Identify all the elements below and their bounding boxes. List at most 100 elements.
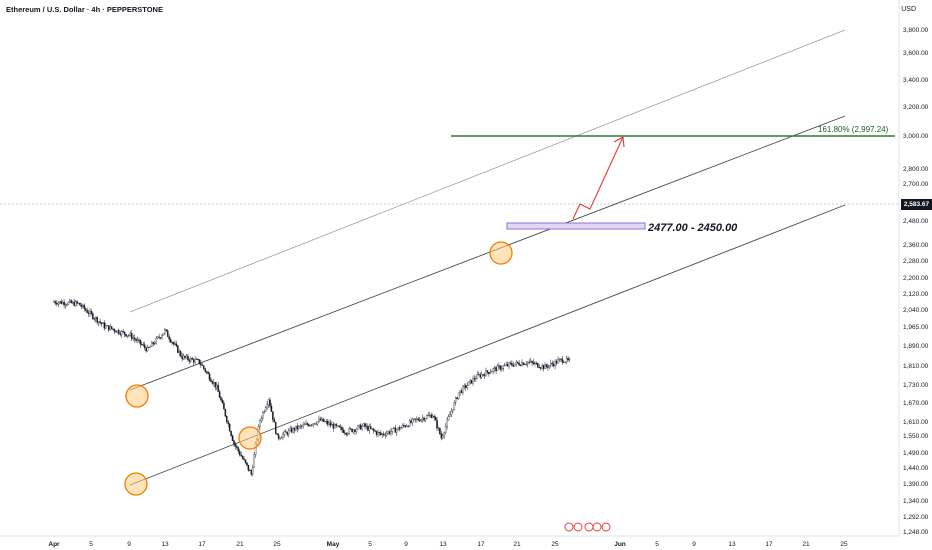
candle-body xyxy=(328,422,330,425)
event-icon[interactable] xyxy=(573,522,583,532)
time-tick-label: Apr xyxy=(48,541,60,548)
candle-body xyxy=(528,361,530,363)
candle-body xyxy=(76,301,78,304)
candle-body xyxy=(529,360,532,363)
candle-body xyxy=(250,470,253,475)
candle-body xyxy=(133,337,136,340)
candle-body xyxy=(61,302,64,304)
candle-body xyxy=(364,423,366,427)
candle-body xyxy=(479,374,481,378)
candle-body xyxy=(408,420,411,427)
candle-body xyxy=(410,420,412,423)
candle-body xyxy=(178,351,181,353)
candle-body xyxy=(395,429,398,433)
candle-body xyxy=(462,386,464,393)
candle-body xyxy=(452,409,454,412)
candle-body xyxy=(544,364,546,369)
candle-body xyxy=(439,427,441,435)
candle-body xyxy=(397,427,399,430)
candle-body xyxy=(509,362,512,364)
candle-body xyxy=(200,363,202,366)
candle-body xyxy=(184,355,186,358)
candle-body xyxy=(465,385,467,388)
candle-body xyxy=(213,382,215,384)
event-icon[interactable] xyxy=(564,522,574,532)
candle-body xyxy=(492,368,494,372)
candle-body xyxy=(236,446,238,448)
candle-body xyxy=(74,301,77,306)
price-tick-label: 3,800.00 xyxy=(903,27,929,34)
candle-body xyxy=(123,331,126,335)
candle-body xyxy=(218,391,221,398)
candle-body xyxy=(161,335,163,338)
swing-circle-2 xyxy=(124,472,148,496)
price-tick-label: 1,248.00 xyxy=(903,529,929,536)
candle-body xyxy=(205,371,208,373)
candle-body xyxy=(71,301,74,304)
candle-body xyxy=(149,346,152,348)
candle-body xyxy=(482,374,484,376)
event-icon[interactable] xyxy=(601,522,611,532)
fib-extension-label: 161.80% (2,997.24) xyxy=(818,125,889,134)
candle-body xyxy=(352,429,355,433)
candle-body xyxy=(444,426,447,433)
swing-circle-1 xyxy=(125,384,149,408)
candle-body xyxy=(426,415,428,419)
candle-body xyxy=(53,301,55,303)
candle-body xyxy=(387,431,389,434)
candle-body xyxy=(151,342,153,347)
candle-body xyxy=(489,372,492,374)
price-tick-label: 3,600.00 xyxy=(903,50,929,57)
candle-body xyxy=(384,434,386,436)
candle-body xyxy=(155,337,157,344)
candle-body xyxy=(531,360,533,363)
candle-body xyxy=(70,300,73,304)
time-tick-label: 25 xyxy=(273,541,281,548)
price-axis[interactable]: 3,800.00 3,600.00 3,400.00 3,200.00 3,000.00… xyxy=(903,27,929,536)
candle-body xyxy=(302,424,304,427)
candle-body xyxy=(221,400,224,404)
candle-body xyxy=(318,418,320,422)
candle-body xyxy=(467,381,470,386)
candle-body xyxy=(260,418,263,421)
last-price-tag: 2,583.67 xyxy=(901,199,932,210)
event-icon[interactable] xyxy=(592,522,602,532)
candle-body xyxy=(502,365,505,369)
candle-body xyxy=(295,425,297,431)
candle-body xyxy=(272,411,274,420)
candle-body xyxy=(375,431,378,435)
candle-body xyxy=(156,336,159,339)
time-axis[interactable]: Apr 5 9 13 17 21 25 May 5 9 13 17 21 25 Jun 5 9 13 17 21 25 xyxy=(48,541,848,548)
candle-body xyxy=(564,361,566,363)
event-icons[interactable] xyxy=(564,522,611,532)
candle-body xyxy=(100,322,103,325)
candle-body xyxy=(228,423,231,432)
time-tick-label: 5 xyxy=(89,541,93,548)
candle-body xyxy=(436,420,438,429)
candle-body xyxy=(97,321,100,323)
candle-body xyxy=(359,424,362,430)
price-tick-label: 3,400.00 xyxy=(903,77,929,84)
candle-body xyxy=(430,414,433,418)
arrow-head-icon xyxy=(613,136,625,148)
candle-body xyxy=(312,423,314,426)
candle-body xyxy=(496,365,499,372)
candle-body xyxy=(447,416,450,421)
candle-body xyxy=(470,379,473,384)
candle-body xyxy=(86,310,88,313)
candle-body xyxy=(118,330,120,334)
candle-body xyxy=(344,432,346,434)
candle-body xyxy=(473,378,476,380)
candle-body xyxy=(331,424,333,426)
event-icon[interactable] xyxy=(584,522,594,532)
candle-body xyxy=(148,347,150,348)
channel-lower-line xyxy=(129,204,846,486)
candle-body xyxy=(280,437,283,439)
candle-body xyxy=(142,344,145,346)
candle-body xyxy=(460,390,463,393)
channel-upper-line xyxy=(129,115,846,391)
candle-body xyxy=(361,425,363,430)
candle-body xyxy=(433,415,435,418)
candle-body xyxy=(214,382,217,388)
